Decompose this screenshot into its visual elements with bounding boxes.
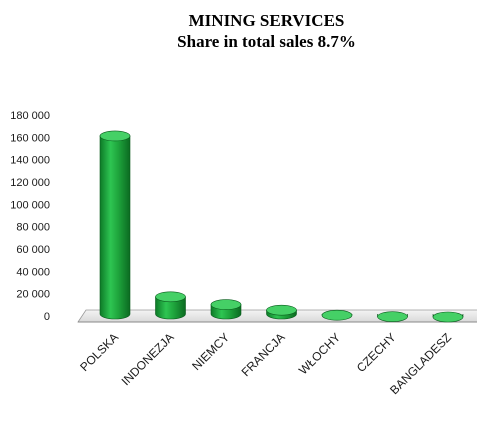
bar <box>377 311 408 322</box>
y-tick-label: 80 000 <box>16 222 50 234</box>
bar <box>432 311 464 323</box>
x-category-label: FRANCJA <box>239 330 288 379</box>
chart-title-block: MINING SERVICES Share in total sales 8.7… <box>0 10 477 52</box>
chart-subtitle: Share in total sales 8.7% <box>177 32 356 51</box>
x-category-label: CZECHY <box>354 330 399 375</box>
y-tick-label: 160 000 <box>10 132 50 144</box>
y-tick-label: 40 000 <box>16 266 50 278</box>
bar <box>210 299 242 320</box>
y-axis: 0 20 000 40 000 60 000 80 000 100 000 120 000 1… <box>10 110 50 323</box>
x-category-label: INDONEZJA <box>119 330 177 388</box>
x-category-label: NIEMCY <box>189 330 232 373</box>
bar <box>155 291 186 320</box>
y-tick-label: 20 000 <box>16 289 50 301</box>
bar <box>266 304 297 320</box>
y-tick-label: 180 000 <box>10 110 50 122</box>
y-tick-label: 140 000 <box>10 155 50 167</box>
x-category-label: WŁOCHY <box>296 330 343 377</box>
bar <box>321 309 353 321</box>
bar <box>99 130 131 320</box>
bars-group <box>99 130 464 323</box>
x-category-label: POLSKA <box>77 330 121 374</box>
y-tick-label: 100 000 <box>10 199 50 211</box>
y-tick-label: 60 000 <box>16 244 50 256</box>
chart-title: MINING SERVICES <box>188 11 345 30</box>
y-tick-label: 120 000 <box>10 177 50 189</box>
y-tick-label: 0 <box>44 311 50 323</box>
